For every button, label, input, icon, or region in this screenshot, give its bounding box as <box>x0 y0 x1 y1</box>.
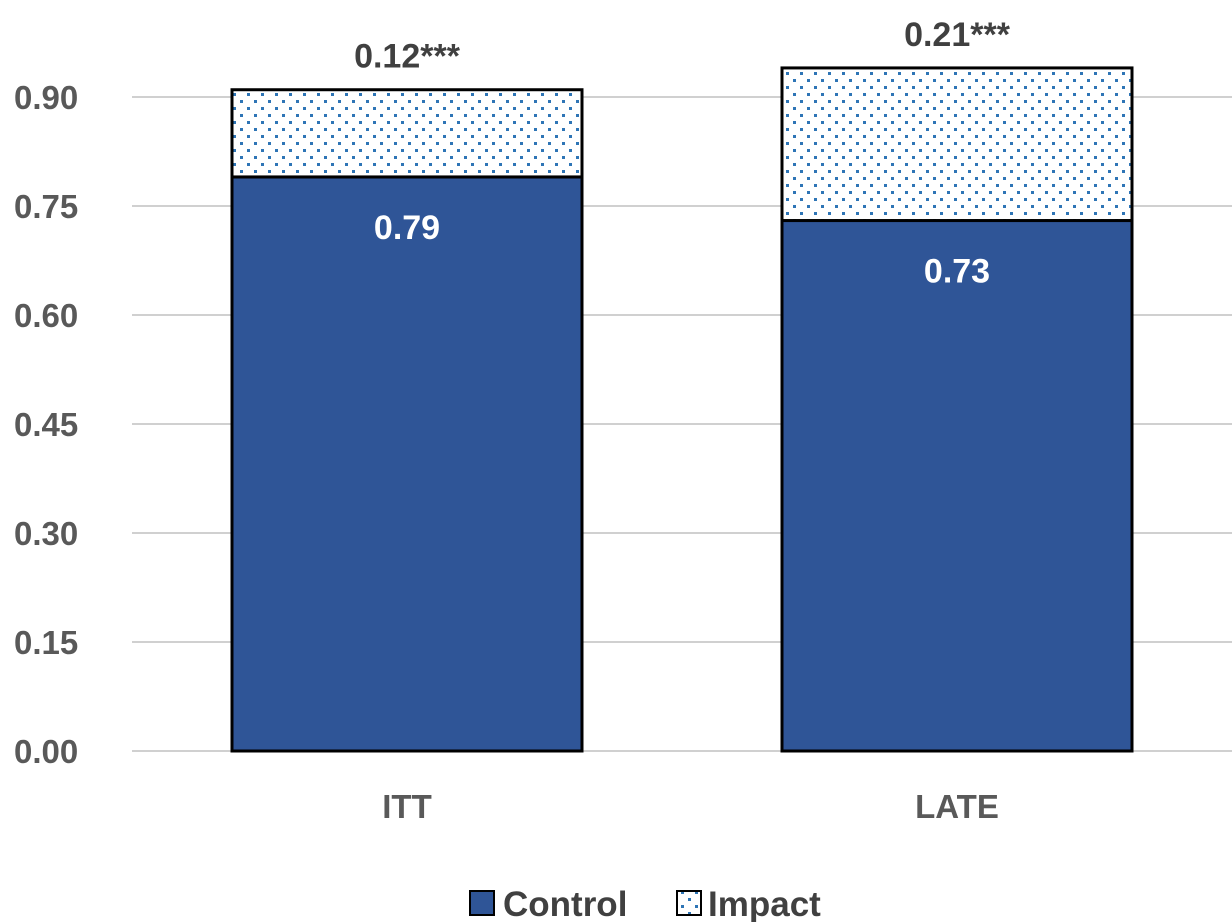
bar-impact-late <box>780 66 1134 223</box>
bars: 0.79 0.12*** 0.73 0.21*** <box>230 16 1134 753</box>
x-axis: ITT LATE <box>382 788 999 825</box>
data-label-control: 0.79 <box>374 209 440 247</box>
data-label-impact: 0.12*** <box>354 38 461 76</box>
y-tick-label: 0.15 <box>14 624 78 661</box>
bar-control-itt <box>230 175 584 753</box>
data-label-impact: 0.21*** <box>904 16 1011 54</box>
bar-impact-itt <box>230 88 584 179</box>
x-category-label: ITT <box>382 788 431 825</box>
legend-swatch-impact <box>676 890 702 916</box>
bar-control-late <box>780 219 1134 753</box>
y-tick-label: 0.75 <box>14 188 78 225</box>
y-tick-label: 0.60 <box>14 297 78 334</box>
y-axis: 0.00 0.15 0.30 0.45 0.60 0.75 0.90 <box>14 79 78 770</box>
legend-swatch-control <box>469 890 495 916</box>
data-label-control: 0.73 <box>924 253 990 291</box>
legend: Control Impact <box>469 885 821 922</box>
x-category-label: LATE <box>915 788 999 825</box>
y-tick-label: 0.00 <box>14 733 78 770</box>
legend-label-control: Control <box>503 885 627 922</box>
legend-label-impact: Impact <box>708 885 821 922</box>
y-tick-label: 0.30 <box>14 515 78 552</box>
y-tick-label: 0.45 <box>14 406 78 443</box>
y-tick-label: 0.90 <box>14 79 78 116</box>
